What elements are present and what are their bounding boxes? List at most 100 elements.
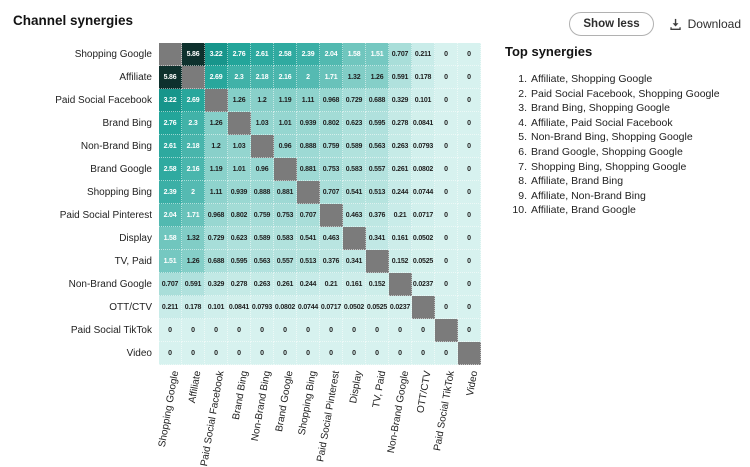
heatmap-cell[interactable]: 0.591: [182, 273, 205, 296]
heatmap-cell[interactable]: 0.178: [182, 296, 205, 319]
heatmap-cell[interactable]: 0: [458, 112, 481, 135]
heatmap-cell[interactable]: 0.376: [320, 250, 343, 273]
heatmap-cell[interactable]: 0.888: [297, 135, 320, 158]
heatmap-cell[interactable]: 0.263: [389, 135, 412, 158]
heatmap-cell[interactable]: [343, 227, 366, 250]
heatmap-cell[interactable]: 2.16: [182, 158, 205, 181]
heatmap-cell[interactable]: 1.26: [205, 112, 228, 135]
heatmap-cell[interactable]: 2.04: [159, 204, 182, 227]
heatmap-cell[interactable]: 5.86: [182, 43, 205, 66]
heatmap-cell[interactable]: 0: [435, 204, 458, 227]
heatmap-cell[interactable]: 0.261: [274, 273, 297, 296]
heatmap-cell[interactable]: 2.76: [228, 43, 251, 66]
heatmap-cell[interactable]: 2.18: [251, 66, 274, 89]
heatmap-cell[interactable]: 0.0237: [389, 296, 412, 319]
heatmap-cell[interactable]: [320, 204, 343, 227]
heatmap-cell[interactable]: 2.18: [182, 135, 205, 158]
heatmap-cell[interactable]: 0.161: [389, 227, 412, 250]
heatmap-cell[interactable]: 0: [435, 296, 458, 319]
heatmap-cell[interactable]: 0: [435, 158, 458, 181]
heatmap-cell[interactable]: 0.261: [389, 158, 412, 181]
heatmap-cell[interactable]: 0: [435, 89, 458, 112]
heatmap-cell[interactable]: 1.26: [366, 66, 389, 89]
heatmap-cell[interactable]: 2.69: [205, 66, 228, 89]
heatmap-cell[interactable]: [389, 273, 412, 296]
heatmap-cell[interactable]: 2.58: [274, 43, 297, 66]
heatmap-cell[interactable]: 0.341: [343, 250, 366, 273]
heatmap-cell[interactable]: 0.802: [320, 112, 343, 135]
heatmap-cell[interactable]: 0.707: [389, 43, 412, 66]
heatmap-cell[interactable]: 0.0502: [343, 296, 366, 319]
heatmap-cell[interactable]: 0: [458, 296, 481, 319]
heatmap-cell[interactable]: [205, 89, 228, 112]
heatmap-cell[interactable]: 0: [458, 66, 481, 89]
heatmap-cell[interactable]: 0.21: [320, 273, 343, 296]
heatmap-cell[interactable]: 0: [343, 319, 366, 342]
heatmap-cell[interactable]: 2: [182, 181, 205, 204]
heatmap-cell[interactable]: 0.729: [343, 89, 366, 112]
heatmap-cell[interactable]: 0.968: [205, 204, 228, 227]
heatmap-cell[interactable]: 1.32: [182, 227, 205, 250]
heatmap-cell[interactable]: 2.39: [159, 181, 182, 204]
heatmap-cell[interactable]: 0.96: [274, 135, 297, 158]
heatmap-cell[interactable]: 1.03: [251, 112, 274, 135]
heatmap-cell[interactable]: 1.01: [274, 112, 297, 135]
heatmap-cell[interactable]: 0.707: [297, 204, 320, 227]
heatmap-cell[interactable]: 0.463: [320, 227, 343, 250]
heatmap-cell[interactable]: 0.211: [159, 296, 182, 319]
heatmap-cell[interactable]: 2.61: [159, 135, 182, 158]
heatmap-cell[interactable]: 0.0502: [412, 227, 435, 250]
heatmap-cell[interactable]: 0: [389, 319, 412, 342]
heatmap-cell[interactable]: 0.178: [412, 66, 435, 89]
show-less-button[interactable]: Show less: [569, 12, 654, 36]
heatmap-cell[interactable]: 0.101: [205, 296, 228, 319]
heatmap-cell[interactable]: 0.0525: [366, 296, 389, 319]
heatmap-cell[interactable]: 0: [458, 89, 481, 112]
heatmap-cell[interactable]: 1.51: [366, 43, 389, 66]
heatmap-cell[interactable]: 1.19: [274, 89, 297, 112]
heatmap-cell[interactable]: 3.22: [205, 43, 228, 66]
heatmap-cell[interactable]: 0: [343, 342, 366, 365]
heatmap-cell[interactable]: 0: [182, 342, 205, 365]
heatmap-cell[interactable]: 0.541: [343, 181, 366, 204]
heatmap-cell[interactable]: 0: [228, 342, 251, 365]
heatmap-cell[interactable]: 2.39: [297, 43, 320, 66]
heatmap-cell[interactable]: [297, 181, 320, 204]
heatmap-cell[interactable]: 1.19: [205, 158, 228, 181]
heatmap-cell[interactable]: 0.753: [320, 158, 343, 181]
heatmap-cell[interactable]: 0: [435, 135, 458, 158]
heatmap-cell[interactable]: 0.707: [159, 273, 182, 296]
heatmap-cell[interactable]: 2.69: [182, 89, 205, 112]
heatmap-cell[interactable]: 0: [182, 319, 205, 342]
heatmap-cell[interactable]: 0.0525: [412, 250, 435, 273]
heatmap-cell[interactable]: 0.595: [228, 250, 251, 273]
heatmap-cell[interactable]: [182, 66, 205, 89]
heatmap-cell[interactable]: 0: [366, 342, 389, 365]
heatmap-cell[interactable]: 0.0717: [412, 204, 435, 227]
heatmap-cell[interactable]: 0: [251, 342, 274, 365]
heatmap-cell[interactable]: 0.513: [366, 181, 389, 204]
heatmap-cell[interactable]: 0: [458, 319, 481, 342]
heatmap-cell[interactable]: 0.591: [389, 66, 412, 89]
heatmap-cell[interactable]: 0.753: [274, 204, 297, 227]
heatmap-cell[interactable]: 1.01: [228, 158, 251, 181]
heatmap-cell[interactable]: 0: [228, 319, 251, 342]
heatmap-cell[interactable]: 0.101: [412, 89, 435, 112]
heatmap-cell[interactable]: 0.0802: [412, 158, 435, 181]
heatmap-cell[interactable]: 0.329: [389, 89, 412, 112]
heatmap-cell[interactable]: 0.563: [366, 135, 389, 158]
heatmap-cell[interactable]: 0: [458, 204, 481, 227]
heatmap-cell[interactable]: 0.541: [297, 227, 320, 250]
heatmap-cell[interactable]: 2.3: [228, 66, 251, 89]
heatmap-cell[interactable]: 0: [366, 319, 389, 342]
heatmap-cell[interactable]: 0: [458, 227, 481, 250]
heatmap-cell[interactable]: 0: [205, 319, 228, 342]
heatmap-cell[interactable]: 0: [435, 66, 458, 89]
heatmap-cell[interactable]: 1.2: [205, 135, 228, 158]
heatmap-cell[interactable]: 0: [458, 158, 481, 181]
heatmap-cell[interactable]: 0.152: [366, 273, 389, 296]
heatmap-cell[interactable]: 0.557: [274, 250, 297, 273]
heatmap-cell[interactable]: 1.11: [297, 89, 320, 112]
heatmap-cell[interactable]: 0: [435, 181, 458, 204]
download-button[interactable]: Download: [669, 17, 741, 31]
